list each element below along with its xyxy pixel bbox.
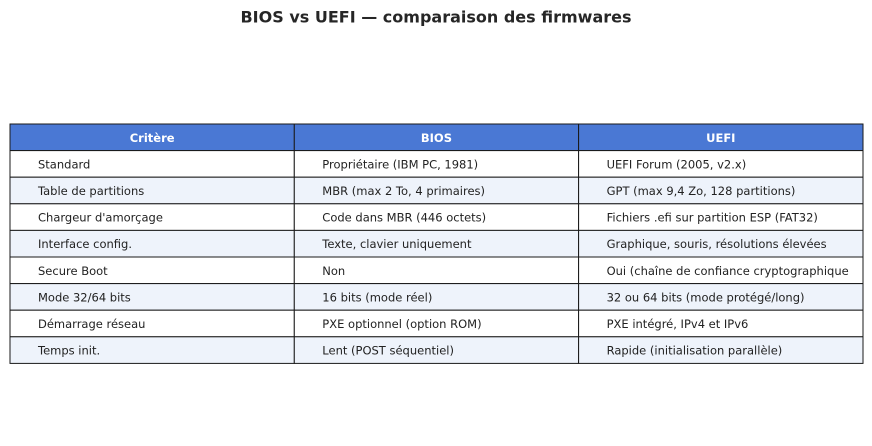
table-cell xyxy=(293,176,580,205)
table-cell xyxy=(578,256,864,285)
cell-text: Fichiers .efi sur partition ESP (FAT32) xyxy=(607,211,818,225)
title: BIOS vs UEFI — comparaison des firmwares xyxy=(240,8,631,27)
table-cell xyxy=(9,256,295,285)
cell-text: 16 bits (mode réel) xyxy=(322,290,432,304)
table-cell xyxy=(9,309,295,338)
table-cell xyxy=(578,283,864,311)
cell-text: Mode 32/64 bits xyxy=(38,290,131,304)
cell-text: Table de partitions xyxy=(37,184,144,198)
header-text: BIOS xyxy=(421,131,452,145)
cell-text: Oui (chaîne de confiance cryptographique xyxy=(607,264,849,278)
cell-text: Propriétaire (IBM PC, 1981) xyxy=(322,157,478,171)
cell-text: Rapide (initialisation parallèle) xyxy=(607,344,783,358)
cell-text: Standard xyxy=(38,157,90,171)
cell-text: UEFI Forum (2005, v2.x) xyxy=(607,157,747,171)
cell-text: Lent (POST séquentiel) xyxy=(322,344,454,358)
table-cell xyxy=(293,309,580,338)
cell-text: Interface config. xyxy=(38,237,132,251)
cell-text: Secure Boot xyxy=(38,264,108,278)
table-cell xyxy=(293,256,580,285)
cell-text: Graphique, souris, résolutions élevées xyxy=(607,237,827,251)
header-text: Critère xyxy=(130,131,175,145)
table-cell xyxy=(578,150,864,178)
cell-text: Code dans MBR (446 octets) xyxy=(322,211,486,225)
table-cell xyxy=(578,336,864,364)
cell-text: Démarrage réseau xyxy=(38,317,145,331)
table-cell xyxy=(9,336,295,364)
table-cell xyxy=(293,229,580,258)
cell-text: PXE intégré, IPv4 et IPv6 xyxy=(607,317,749,331)
cell-text: GPT (max 9,4 Zo, 128 partitions) xyxy=(607,184,796,198)
table-cell xyxy=(9,203,295,231)
header-cell xyxy=(578,123,864,152)
cell-text: Chargeur d'amorçage xyxy=(38,211,163,225)
header-text: UEFI xyxy=(706,131,735,145)
table-cell xyxy=(293,283,580,311)
cell-text: MBR (max 2 To, 4 primaires) xyxy=(322,184,485,198)
table-cell xyxy=(578,203,864,231)
header-cell xyxy=(9,123,295,152)
cell-text: Non xyxy=(322,264,345,278)
cell-text: PXE optionnel (option ROM) xyxy=(322,317,481,331)
table-cell xyxy=(578,309,864,338)
header-cell xyxy=(293,123,580,152)
cell-text: Temps init. xyxy=(37,344,100,358)
table-cell xyxy=(9,283,295,311)
cell-text: 32 ou 64 bits (mode protégé/long) xyxy=(607,290,805,304)
cell-text: Texte, clavier uniquement xyxy=(321,237,472,251)
